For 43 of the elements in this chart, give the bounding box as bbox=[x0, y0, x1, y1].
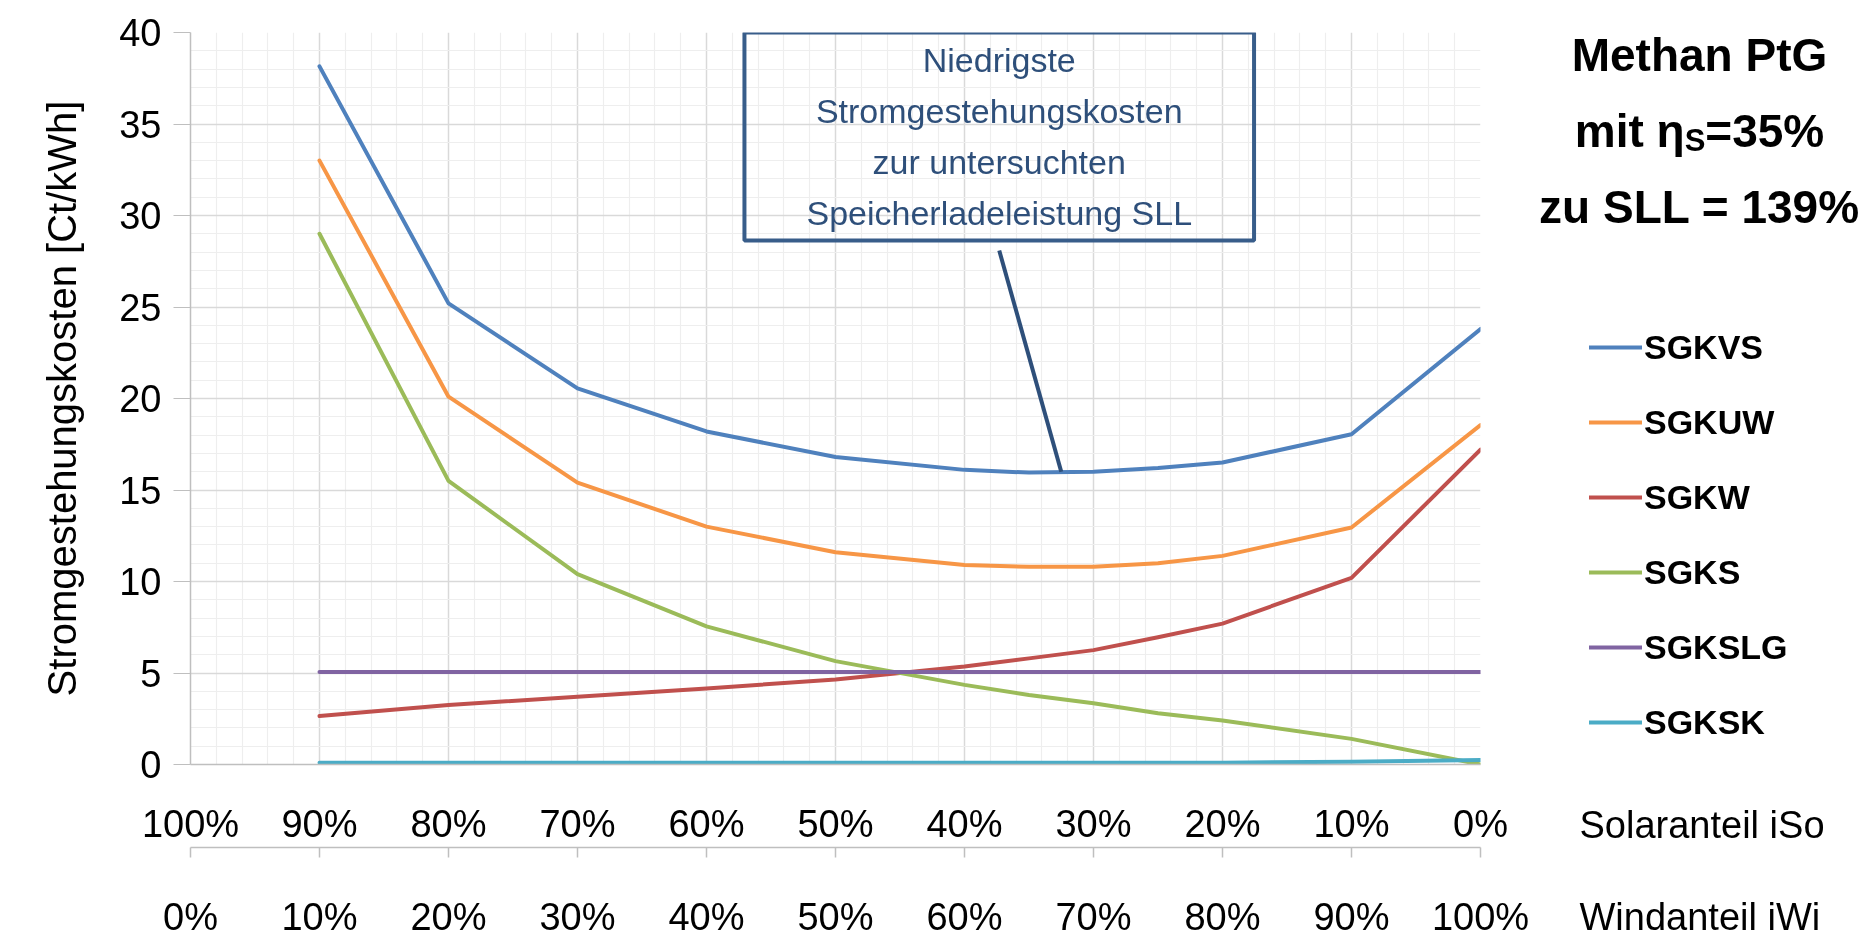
x-tick-label: 40% bbox=[668, 895, 745, 938]
y-tick-label: 20 bbox=[119, 378, 162, 420]
x-tick-label: 70% bbox=[1055, 895, 1132, 938]
legend-label: SGKSK bbox=[1644, 702, 1765, 742]
y-tick-label: 5 bbox=[140, 652, 162, 695]
x-tick-label: 30% bbox=[539, 895, 616, 938]
x-tick-label: 20% bbox=[410, 895, 487, 938]
legend-label: SGKS bbox=[1644, 552, 1741, 592]
x2-tick-label: 90% bbox=[281, 802, 358, 845]
x-tick-label: 50% bbox=[797, 895, 874, 938]
x2-tick-label: 80% bbox=[410, 802, 487, 845]
y-tick-label: 35 bbox=[119, 103, 162, 146]
line-series bbox=[317, 447, 1481, 719]
x-tick-label: 0% bbox=[163, 895, 218, 938]
x-tick-label: 90% bbox=[1313, 895, 1390, 938]
line-series bbox=[317, 231, 1481, 765]
y-tick-label: 25 bbox=[119, 286, 162, 329]
x2-tick-label: 50% bbox=[797, 802, 874, 845]
x-tick-label: 60% bbox=[926, 895, 1003, 938]
x2-tick-label: 10% bbox=[1313, 802, 1390, 845]
legend-label: SGKW bbox=[1644, 477, 1750, 517]
x-axis-title: Windanteil iWi bbox=[1579, 895, 1821, 938]
x2-tick-label: 60% bbox=[668, 802, 745, 845]
y-tick-label: 0 bbox=[140, 744, 162, 786]
legend-label: SGKVS bbox=[1644, 327, 1764, 367]
x2-tick-label: 100% bbox=[141, 802, 240, 845]
y-tick-label: 30 bbox=[119, 195, 162, 237]
annotation: Niedrigste Stromgestehungskosten zur untersuchten Speicherladeleistung SLL bbox=[806, 40, 1193, 233]
y-tick-label: 15 bbox=[119, 469, 162, 512]
y-axis-title: Stromgestehungskosten [Ct/kWh] bbox=[40, 100, 85, 697]
x-tick-label: 10% bbox=[281, 895, 358, 938]
x2-tick-label: 0% bbox=[1453, 802, 1508, 845]
x-tick-label: 100% bbox=[1431, 895, 1530, 938]
x2-tick-label: 20% bbox=[1184, 802, 1261, 845]
y-tick-label: 10 bbox=[119, 561, 162, 603]
x2-tick-label: 70% bbox=[539, 802, 616, 845]
legend-label: SGKUW bbox=[1644, 402, 1775, 442]
x2-tick-label: 40% bbox=[926, 802, 1003, 845]
x2-axis-title: Solaranteil iSo bbox=[1579, 803, 1825, 846]
x2-tick-label: 30% bbox=[1055, 802, 1132, 845]
x-tick-label: 80% bbox=[1184, 895, 1261, 938]
legend-label: SGKSLG bbox=[1644, 627, 1788, 667]
y-tick-label: 40 bbox=[119, 12, 162, 54]
